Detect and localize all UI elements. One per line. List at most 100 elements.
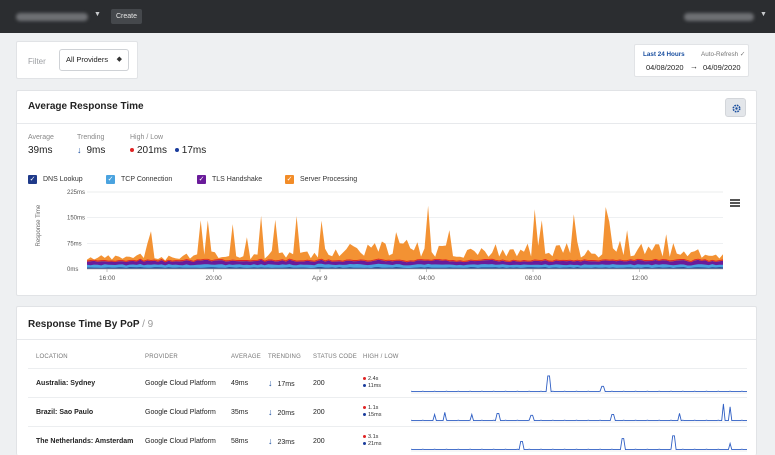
legend-dns-lookup[interactable]: ✓ DNS Lookup (28, 175, 83, 184)
y-tick-label: 0ms (67, 267, 78, 273)
x-tick-label: Apr 9 (312, 275, 328, 282)
low-value: 17ms (181, 145, 207, 156)
date-arrow-icon: → (690, 62, 698, 71)
high-dot-icon (363, 435, 366, 439)
low-dot-icon (174, 148, 179, 153)
x-tick-label: 16:00 (99, 275, 116, 282)
row-high-low: 2.4s 11ms (363, 376, 381, 390)
sparkline-amsterdam (411, 435, 747, 452)
col-header-high-low[interactable]: HIGH / LOW (363, 354, 399, 360)
top-nav-bar: ▼ Create ▼ (0, 0, 775, 33)
date-to: 04/09/2020 (703, 63, 741, 72)
row-divider (28, 426, 747, 427)
row-provider: Google Cloud Platform (145, 380, 216, 387)
trending-value: 9ms (86, 145, 106, 156)
response-time-chart: Response Time 0ms 75ms 150ms 225ms 16:00 20:00… (17, 186, 756, 296)
row-divider (28, 368, 747, 369)
checkbox-checked-icon[interactable]: ✓ (28, 175, 37, 184)
trending-label: Trending (77, 134, 105, 141)
org-chevron-down-icon[interactable]: ▼ (94, 11, 101, 18)
user-chevron-down-icon[interactable]: ▼ (760, 11, 767, 18)
col-header-status-code[interactable]: STATUS CODE (313, 354, 357, 360)
area-series-server-processing (87, 205, 723, 269)
provider-select-value: All Providers (66, 55, 109, 64)
trend-down-arrow-icon: ↓ (268, 378, 273, 388)
sparkline-sydney (411, 375, 747, 394)
create-button[interactable]: Create (111, 9, 143, 24)
pop-count: / 9 (142, 319, 154, 330)
high-value: 201ms (137, 145, 168, 156)
user-name-blurred[interactable] (684, 13, 754, 21)
col-header-location[interactable]: LOCATION (36, 354, 68, 360)
y-axis-title: Response Time (36, 204, 42, 246)
row-average: 35ms (231, 409, 249, 416)
row-trending: ↓ 20ms (268, 407, 295, 417)
area-series-dns-lookup (87, 267, 723, 269)
row-divider (28, 397, 747, 398)
row-trending: ↓ 17ms (268, 378, 295, 388)
y-tick-label: 75ms (67, 241, 82, 247)
row-status-code: 200 (313, 438, 325, 445)
low-dot-icon (363, 413, 366, 417)
gear-icon (732, 104, 741, 113)
legend-tcp-connection[interactable]: ✓ TCP Connection (106, 175, 173, 184)
row-high-low: 3.1s 21ms (363, 434, 381, 448)
row-average: 49ms (231, 380, 249, 387)
high-dot-icon (363, 406, 366, 410)
card-header-divider (17, 339, 756, 340)
row-status-code: 200 (313, 380, 325, 387)
pop-card-title: Response Time By PoP / 9 (28, 319, 154, 330)
select-arrows-icon: ◆ (116, 56, 122, 63)
col-header-trending[interactable]: TRENDING (268, 354, 301, 360)
col-header-provider[interactable]: PROVIDER (145, 354, 178, 360)
high-dot-icon (130, 148, 134, 153)
trend-down-arrow-icon: ↓ (268, 407, 273, 417)
row-location[interactable]: Australia: Sydney (36, 380, 96, 387)
x-tick-label: 04:00 (419, 275, 436, 282)
average-response-time-card: Average Response Time Average 39ms Trend… (16, 90, 757, 296)
sparkline-path (411, 435, 747, 451)
chart-menu-icon[interactable] (730, 199, 740, 207)
highlow-label: High / Low (130, 134, 164, 141)
response-time-by-pop-card: Response Time By PoP / 9 LOCATION PROVID… (16, 306, 757, 455)
y-tick-label: 150ms (67, 216, 85, 222)
average-line (86, 258, 724, 263)
row-provider: Google Cloud Platform (145, 438, 216, 445)
checkbox-checked-icon[interactable]: ✓ (197, 175, 206, 184)
x-tick-label: 12:00 (632, 275, 649, 282)
legend-server-processing[interactable]: ✓ Server Processing (285, 175, 358, 184)
y-tick-label: 225ms (67, 190, 85, 196)
sparkline-sao-paulo (411, 403, 747, 423)
low-dot-icon (363, 384, 366, 388)
legend-tls-handshake[interactable]: ✓ TLS Handshake (197, 175, 263, 184)
low-dot-icon (363, 442, 366, 446)
date-range-picker[interactable]: Last 24 Hours Auto-Refresh ✓ 04/08/2020 … (634, 44, 749, 77)
org-name-blurred[interactable] (16, 13, 88, 21)
high-dot-icon (363, 377, 366, 381)
trend-down-arrow-icon: ↓ (77, 145, 82, 155)
settings-button[interactable] (725, 98, 746, 117)
row-location[interactable]: The Netherlands: Amsterdam (36, 438, 134, 445)
row-average: 58ms (231, 438, 249, 445)
filter-panel: Filter All Providers ◆ (16, 41, 138, 79)
row-location[interactable]: Brazil: Sao Paulo (36, 409, 94, 416)
checkbox-checked-icon[interactable]: ✓ (285, 175, 294, 184)
response-time-chart-svg: Response Time 0ms 75ms 150ms 225ms 16:00 20:00… (36, 190, 724, 282)
x-tick-label: 20:00 (206, 275, 223, 282)
response-card-title: Average Response Time (28, 101, 144, 112)
highlow-value-wrap: 201ms 17ms (130, 145, 206, 156)
filter-label: Filter (28, 57, 46, 66)
provider-select[interactable]: All Providers ◆ (59, 49, 129, 71)
row-status-code: 200 (313, 409, 325, 416)
col-header-average[interactable]: AVERAGE (231, 354, 261, 360)
sparkline-path (411, 375, 747, 393)
date-period-label[interactable]: Last 24 Hours (643, 51, 685, 58)
date-from: 04/08/2020 (646, 63, 684, 72)
trend-down-arrow-icon: ↓ (268, 436, 273, 446)
auto-refresh-toggle[interactable]: Auto-Refresh ✓ (701, 51, 746, 58)
checkbox-checked-icon[interactable]: ✓ (106, 175, 115, 184)
row-high-low: 1.1s 15ms (363, 405, 381, 419)
average-label: Average (28, 134, 54, 141)
trending-value-wrap: ↓ 9ms (77, 145, 105, 156)
row-trending: ↓ 23ms (268, 436, 295, 446)
